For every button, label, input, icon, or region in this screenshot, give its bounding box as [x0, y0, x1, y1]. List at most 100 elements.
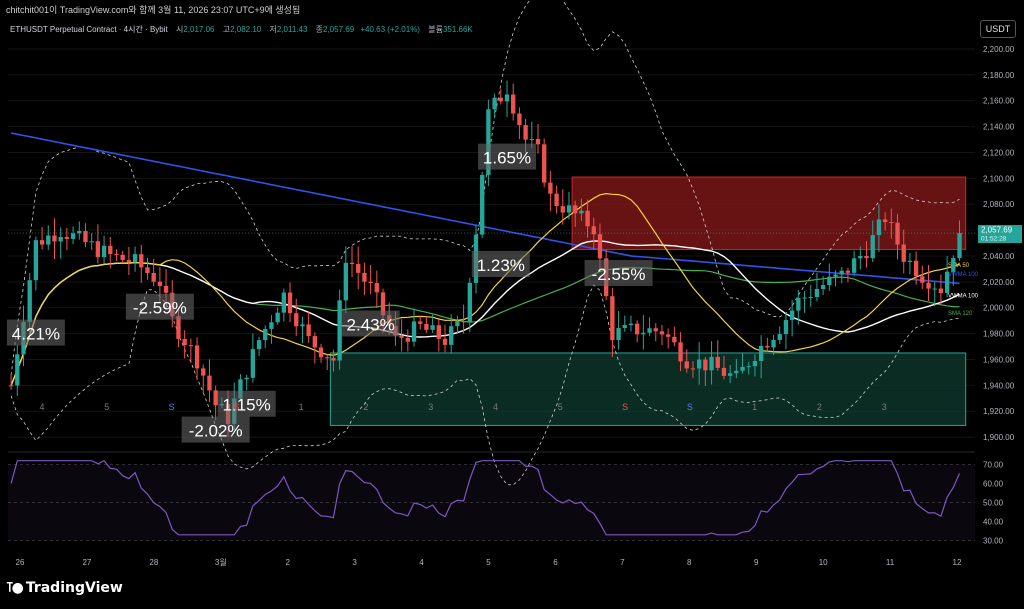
candle-body	[356, 264, 361, 273]
candle-body	[777, 334, 782, 341]
candle-body	[727, 373, 733, 376]
brand-mark-icon: ⊺●	[6, 580, 24, 596]
candle-body	[709, 356, 714, 371]
date-tick-label: 28	[149, 558, 158, 567]
candle-body	[294, 313, 299, 327]
zones	[329, 176, 967, 426]
low-label: 저	[269, 25, 277, 34]
date-tick-label: 26	[16, 558, 25, 567]
candle	[659, 324, 665, 346]
annotation-box	[584, 260, 653, 287]
candle-body	[39, 240, 45, 245]
annotation-label: -2.59%	[133, 299, 187, 318]
candle	[554, 185, 559, 214]
candle-body	[628, 323, 634, 326]
candle-body	[368, 281, 373, 284]
candle-body	[504, 94, 510, 102]
annotation-box	[341, 310, 400, 337]
candle	[802, 291, 807, 313]
candle	[752, 354, 758, 377]
ma-label: SMA 120	[948, 311, 973, 317]
candle	[449, 314, 454, 354]
candle-body	[176, 316, 181, 339]
candle	[758, 335, 764, 379]
session-label: 3	[428, 402, 433, 412]
candle	[901, 229, 906, 274]
candle	[374, 270, 379, 308]
candle-body	[665, 334, 671, 337]
candle-body	[467, 282, 472, 323]
candle-body	[275, 312, 280, 323]
candle-body	[523, 125, 528, 140]
candle-body	[901, 244, 906, 262]
candle-body	[529, 138, 534, 140]
candle-body	[789, 310, 795, 321]
annotations: 4.21% -2.59% 1.15% -2.02% 2.43% 1.23% 1.65% -2.…	[6, 143, 653, 443]
candle-body	[238, 379, 243, 399]
candle-body	[263, 328, 268, 341]
session-label: 1	[752, 402, 757, 412]
price-tick-label: 1,960.00	[983, 355, 1015, 364]
candle-body	[926, 282, 931, 289]
annotation-label: -2.55%	[592, 265, 646, 284]
price-tick-label: 2,000.00	[983, 304, 1015, 313]
candle-body	[647, 328, 652, 333]
candle-body	[15, 354, 20, 386]
candle-body	[492, 97, 497, 110]
price-chart[interactable]: SMA 50 VWMA 100 VWMA 100 SMA 120 4.21% -2.59…	[0, 0, 1024, 580]
candle	[263, 325, 268, 349]
price-tick-label: 2,100.00	[983, 174, 1015, 183]
candle-body	[616, 327, 621, 341]
candle-body	[802, 297, 807, 299]
candle	[517, 107, 522, 140]
candle	[808, 284, 813, 307]
candle-body	[70, 233, 76, 239]
date-tick-label: 8	[687, 558, 692, 567]
candle	[579, 198, 584, 222]
price-axis: 2,200.00 2,180.00 2,160.00 2,140.00 2,120.00…	[8, 45, 1022, 442]
candle-body	[120, 254, 125, 261]
candle	[678, 332, 683, 372]
candle	[486, 99, 491, 187]
candle-body	[46, 235, 51, 245]
currency-button[interactable]: USDT	[980, 20, 1016, 38]
candle-body	[418, 321, 423, 324]
session-label: 2	[817, 402, 822, 412]
candle-body	[256, 340, 262, 350]
candle-body	[306, 324, 311, 337]
candle	[467, 277, 472, 333]
symbol-name[interactable]: ETHUSDT Perpetual Contract · 4시간 · Bybit	[10, 25, 168, 34]
candle-body	[194, 345, 200, 369]
price-tick-label: 2,020.00	[983, 278, 1015, 287]
candle	[771, 335, 776, 356]
candle-body	[374, 283, 379, 293]
candle	[542, 138, 547, 188]
chart-header: chitchit001이 TradingView.com와 함께 3월 11, …	[6, 5, 301, 15]
date-tick-label: 5	[486, 558, 491, 567]
date-tick-label: 6	[553, 558, 558, 567]
candle	[120, 250, 125, 264]
candle-body	[132, 254, 138, 263]
candle-body	[511, 94, 516, 114]
candle-body	[300, 324, 305, 327]
candle	[151, 258, 156, 287]
candle	[920, 265, 925, 290]
candle	[851, 250, 857, 276]
candle-body	[876, 219, 882, 236]
candle-body	[833, 274, 838, 277]
candle	[455, 315, 460, 335]
candle-body	[430, 325, 435, 330]
candle	[114, 249, 119, 261]
price-tick-label: 2,140.00	[983, 123, 1015, 132]
candle	[108, 236, 113, 269]
candle-body	[461, 321, 466, 323]
candle-body	[250, 349, 256, 378]
candle	[858, 246, 863, 270]
last-price-badge	[978, 225, 1022, 244]
candle	[89, 233, 94, 251]
date-tick-label: 27	[82, 558, 91, 567]
candle	[703, 356, 708, 386]
close-label: 종	[315, 25, 323, 34]
candle	[331, 349, 336, 372]
candle-body	[783, 320, 789, 335]
